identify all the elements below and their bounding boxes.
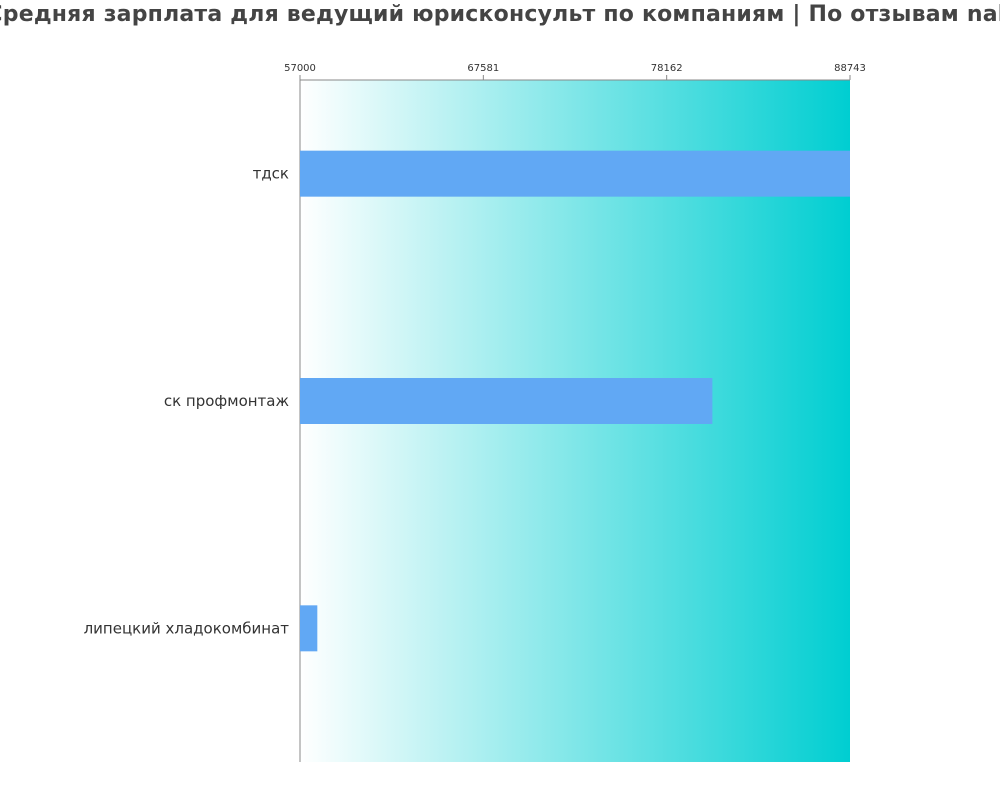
bar [300, 605, 318, 652]
category-label: липецкий хладокомбинат [84, 619, 290, 637]
x-tick-label: 88743 [834, 63, 866, 74]
category-label: тдск [253, 165, 289, 183]
chart-title: Средняя зарплата для ведущий юрисконсуль… [0, 2, 1000, 27]
category-labels: тдск ск профмонтаж липецкий хладокомбинат [84, 165, 290, 638]
x-tick-label: 57000 [284, 63, 316, 74]
x-tick-label: 78162 [651, 63, 683, 74]
category-label: ск профмонтаж [164, 392, 289, 410]
bars [300, 150, 850, 652]
x-ticks: 57000 67581 78162 88743 [284, 63, 866, 80]
bar [300, 150, 850, 197]
x-tick-label: 67581 [467, 63, 499, 74]
bar [300, 378, 713, 424]
